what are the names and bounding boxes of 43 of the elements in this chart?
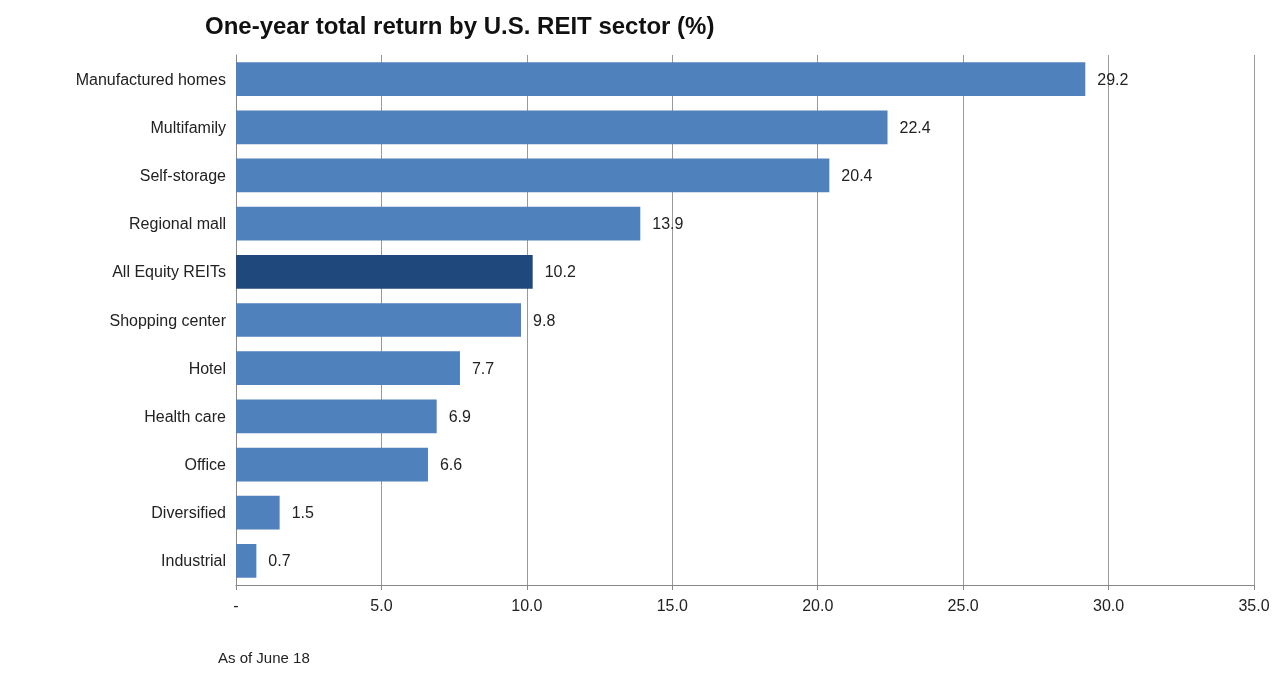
bar — [236, 544, 257, 578]
chart-title: One-year total return by U.S. REIT sector (%) — [205, 11, 715, 39]
x-tick-label: 5.0 — [370, 596, 393, 614]
y-tick-label: Multifamily — [150, 118, 226, 136]
y-tick-label: All Equity REITs — [112, 263, 226, 281]
data-label: 10.2 — [544, 263, 576, 281]
x-tick-label: 25.0 — [947, 596, 979, 614]
y-tick-label: Manufactured homes — [75, 70, 226, 88]
y-tick-label: Hotel — [188, 359, 226, 377]
data-label: 1.5 — [291, 504, 314, 522]
y-tick-label: Industrial — [161, 552, 226, 570]
y-tick-label: Self-storage — [139, 166, 227, 184]
bar — [236, 254, 533, 289]
data-label: 9.8 — [533, 311, 556, 329]
x-tick-label: 10.0 — [511, 596, 543, 614]
y-tick-label: Health care — [144, 407, 227, 425]
bar — [236, 158, 830, 193]
data-label: 6.6 — [439, 456, 463, 474]
bar — [236, 62, 1086, 96]
bar — [236, 206, 641, 241]
data-label: 6.9 — [448, 407, 472, 425]
bar — [236, 495, 280, 530]
bar — [236, 447, 428, 482]
y-tick-label: Regional mall — [129, 215, 226, 233]
y-tick-label: Office — [184, 456, 227, 474]
bar — [236, 351, 460, 386]
x-tick-label: 20.0 — [802, 596, 834, 614]
x-tick-label: 30.0 — [1093, 596, 1125, 614]
data-label: 29.2 — [1097, 70, 1129, 88]
data-label: 22.4 — [899, 118, 931, 136]
y-tick-label: Shopping center — [109, 311, 227, 329]
text: As of June 18 — [218, 649, 310, 666]
y-tick-label: Diversified — [151, 504, 226, 522]
bar — [236, 110, 888, 145]
data-label: 13.9 — [652, 215, 684, 233]
data-label: 20.4 — [841, 166, 873, 184]
data-label: 7.7 — [471, 359, 495, 377]
x-tick-label: 35.0 — [1238, 596, 1270, 614]
data-label: 0.7 — [268, 552, 291, 570]
bar — [236, 303, 522, 337]
x-tick-label: - — [233, 596, 239, 614]
x-tick-label: 15.0 — [656, 596, 688, 614]
bar — [236, 399, 437, 434]
